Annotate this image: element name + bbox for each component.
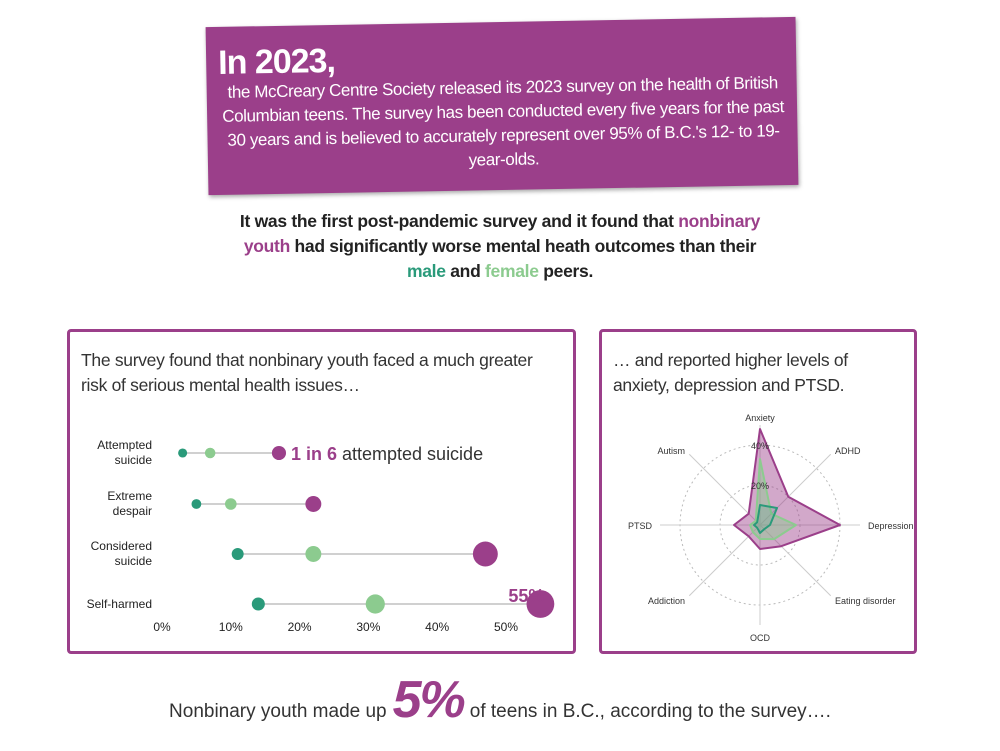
r-tick-label: 20% xyxy=(751,481,769,491)
x-tick-label: 20% xyxy=(288,620,312,634)
x-tick-label: 50% xyxy=(494,620,518,634)
dot xyxy=(526,590,555,618)
axis-label: Autism xyxy=(658,446,686,456)
x-tick-label: 30% xyxy=(356,620,380,634)
category-label: Attempted suicide xyxy=(97,438,152,467)
dot xyxy=(365,594,385,614)
dot xyxy=(191,499,202,509)
intro: It was the first post-pandemic survey an… xyxy=(230,209,770,284)
axis-label: Eating disorder xyxy=(835,596,896,606)
dot xyxy=(472,541,498,567)
intro-keyword: female xyxy=(485,261,539,281)
category-line: Attempted xyxy=(97,438,152,452)
footer: Nonbinary youth made up 5% of teens in B… xyxy=(0,670,1000,730)
x-tick-label: 40% xyxy=(425,620,449,634)
axis-label: Depression xyxy=(868,521,914,531)
intro-text: had significantly worse mental heath out… xyxy=(294,236,757,256)
value-label: 55% xyxy=(508,586,544,606)
category-line: Considered xyxy=(91,539,152,553)
x-tick-label: 10% xyxy=(219,620,243,634)
intro-text: peers. xyxy=(543,261,594,281)
panel-caption: … and reported higher levels of anxiety,… xyxy=(613,350,848,395)
panel xyxy=(599,329,917,654)
panel-caption: The survey found that nonbinary youth fa… xyxy=(81,350,533,395)
annotation: attempted suicide xyxy=(342,444,483,464)
category-line: suicide xyxy=(115,453,153,467)
footer-text: Nonbinary youth made up xyxy=(169,701,387,722)
category-label: Extreme despair xyxy=(107,489,152,518)
footer-text: of teens in B.C., according to the surve… xyxy=(469,701,831,722)
axis-label: Anxiety xyxy=(745,413,775,423)
footer-highlight: 5% xyxy=(392,671,466,729)
value-label: 1 in 6 attempted suicide xyxy=(291,444,483,464)
dot xyxy=(178,448,188,458)
category-label: Self-harmed xyxy=(87,597,152,611)
category-line: Extreme xyxy=(107,489,152,503)
radar-area xyxy=(749,458,797,541)
category-line: suicide xyxy=(115,554,153,568)
radar-area xyxy=(753,504,778,534)
dot xyxy=(271,445,287,461)
value-label-bold: 1 in 6 xyxy=(291,444,337,464)
intro-keyword: male xyxy=(406,261,446,281)
dot xyxy=(305,546,322,562)
dot xyxy=(251,597,265,611)
axis-label: Addiction xyxy=(648,596,685,606)
axis-label: OCD xyxy=(750,633,771,643)
axis-label: PTSD xyxy=(628,521,653,531)
intro-text: and xyxy=(450,261,481,281)
x-tick-label: 0% xyxy=(153,620,171,634)
category-line: despair xyxy=(113,504,152,518)
intro-text: It was the first post-pandemic survey an… xyxy=(239,211,674,231)
dot xyxy=(204,447,216,459)
intro-keyword: nonbinary youth xyxy=(243,211,761,256)
dot xyxy=(231,548,244,560)
axis-label: ADHD xyxy=(835,446,861,456)
dot xyxy=(305,496,322,512)
panel xyxy=(67,329,576,654)
r-tick-label: 40% xyxy=(751,441,769,451)
axis-line xyxy=(759,524,832,597)
category-label: Considered suicide xyxy=(91,539,153,568)
dot xyxy=(225,498,237,510)
